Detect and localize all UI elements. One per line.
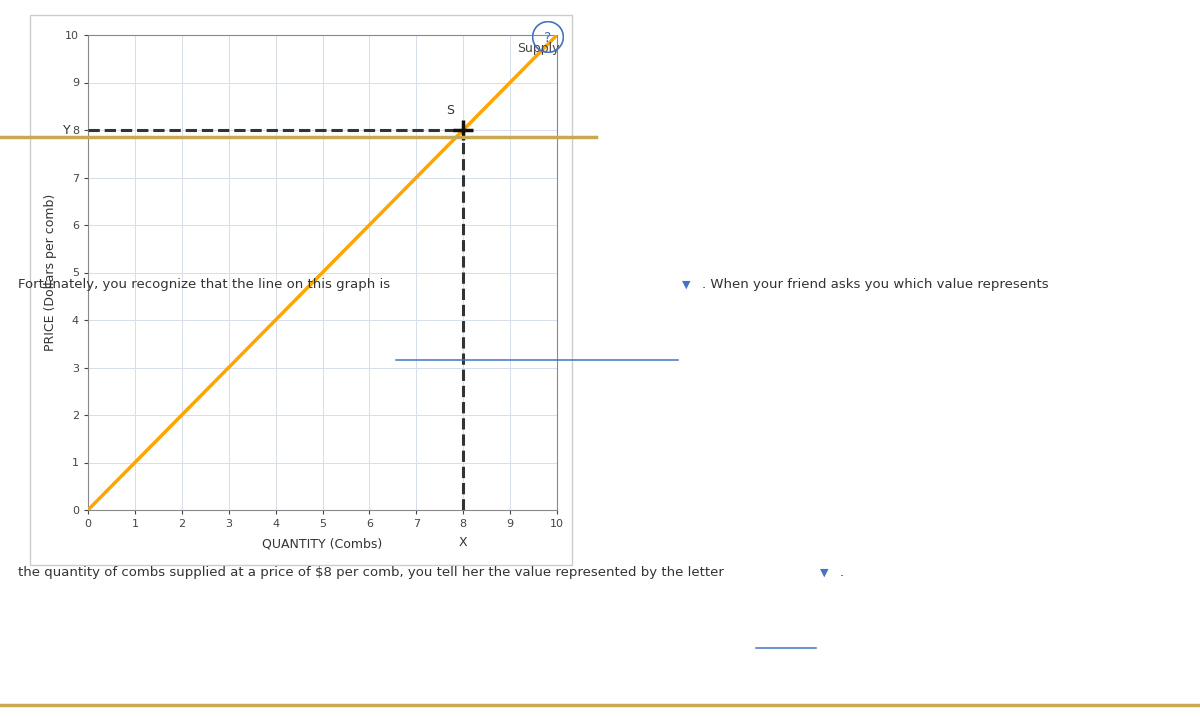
Text: Supply: Supply <box>517 42 559 55</box>
Y-axis label: PRICE (Dollars per comb): PRICE (Dollars per comb) <box>43 194 56 351</box>
Text: Fortunately, you recognize that the line on this graph is: Fortunately, you recognize that the line… <box>18 278 390 291</box>
Text: Y: Y <box>62 123 70 136</box>
Text: ?: ? <box>545 31 552 44</box>
X-axis label: QUANTITY (Combs): QUANTITY (Combs) <box>263 537 383 551</box>
Text: X: X <box>458 536 468 549</box>
Text: ▼: ▼ <box>820 568 828 578</box>
Text: the quantity of combs supplied at a price of $8 per comb, you tell her the value: the quantity of combs supplied at a pric… <box>18 566 724 579</box>
Text: . When your friend asks you which value represents: . When your friend asks you which value … <box>702 278 1049 291</box>
Text: ▼: ▼ <box>682 280 690 290</box>
Text: S: S <box>446 104 454 117</box>
Text: .: . <box>840 566 844 579</box>
